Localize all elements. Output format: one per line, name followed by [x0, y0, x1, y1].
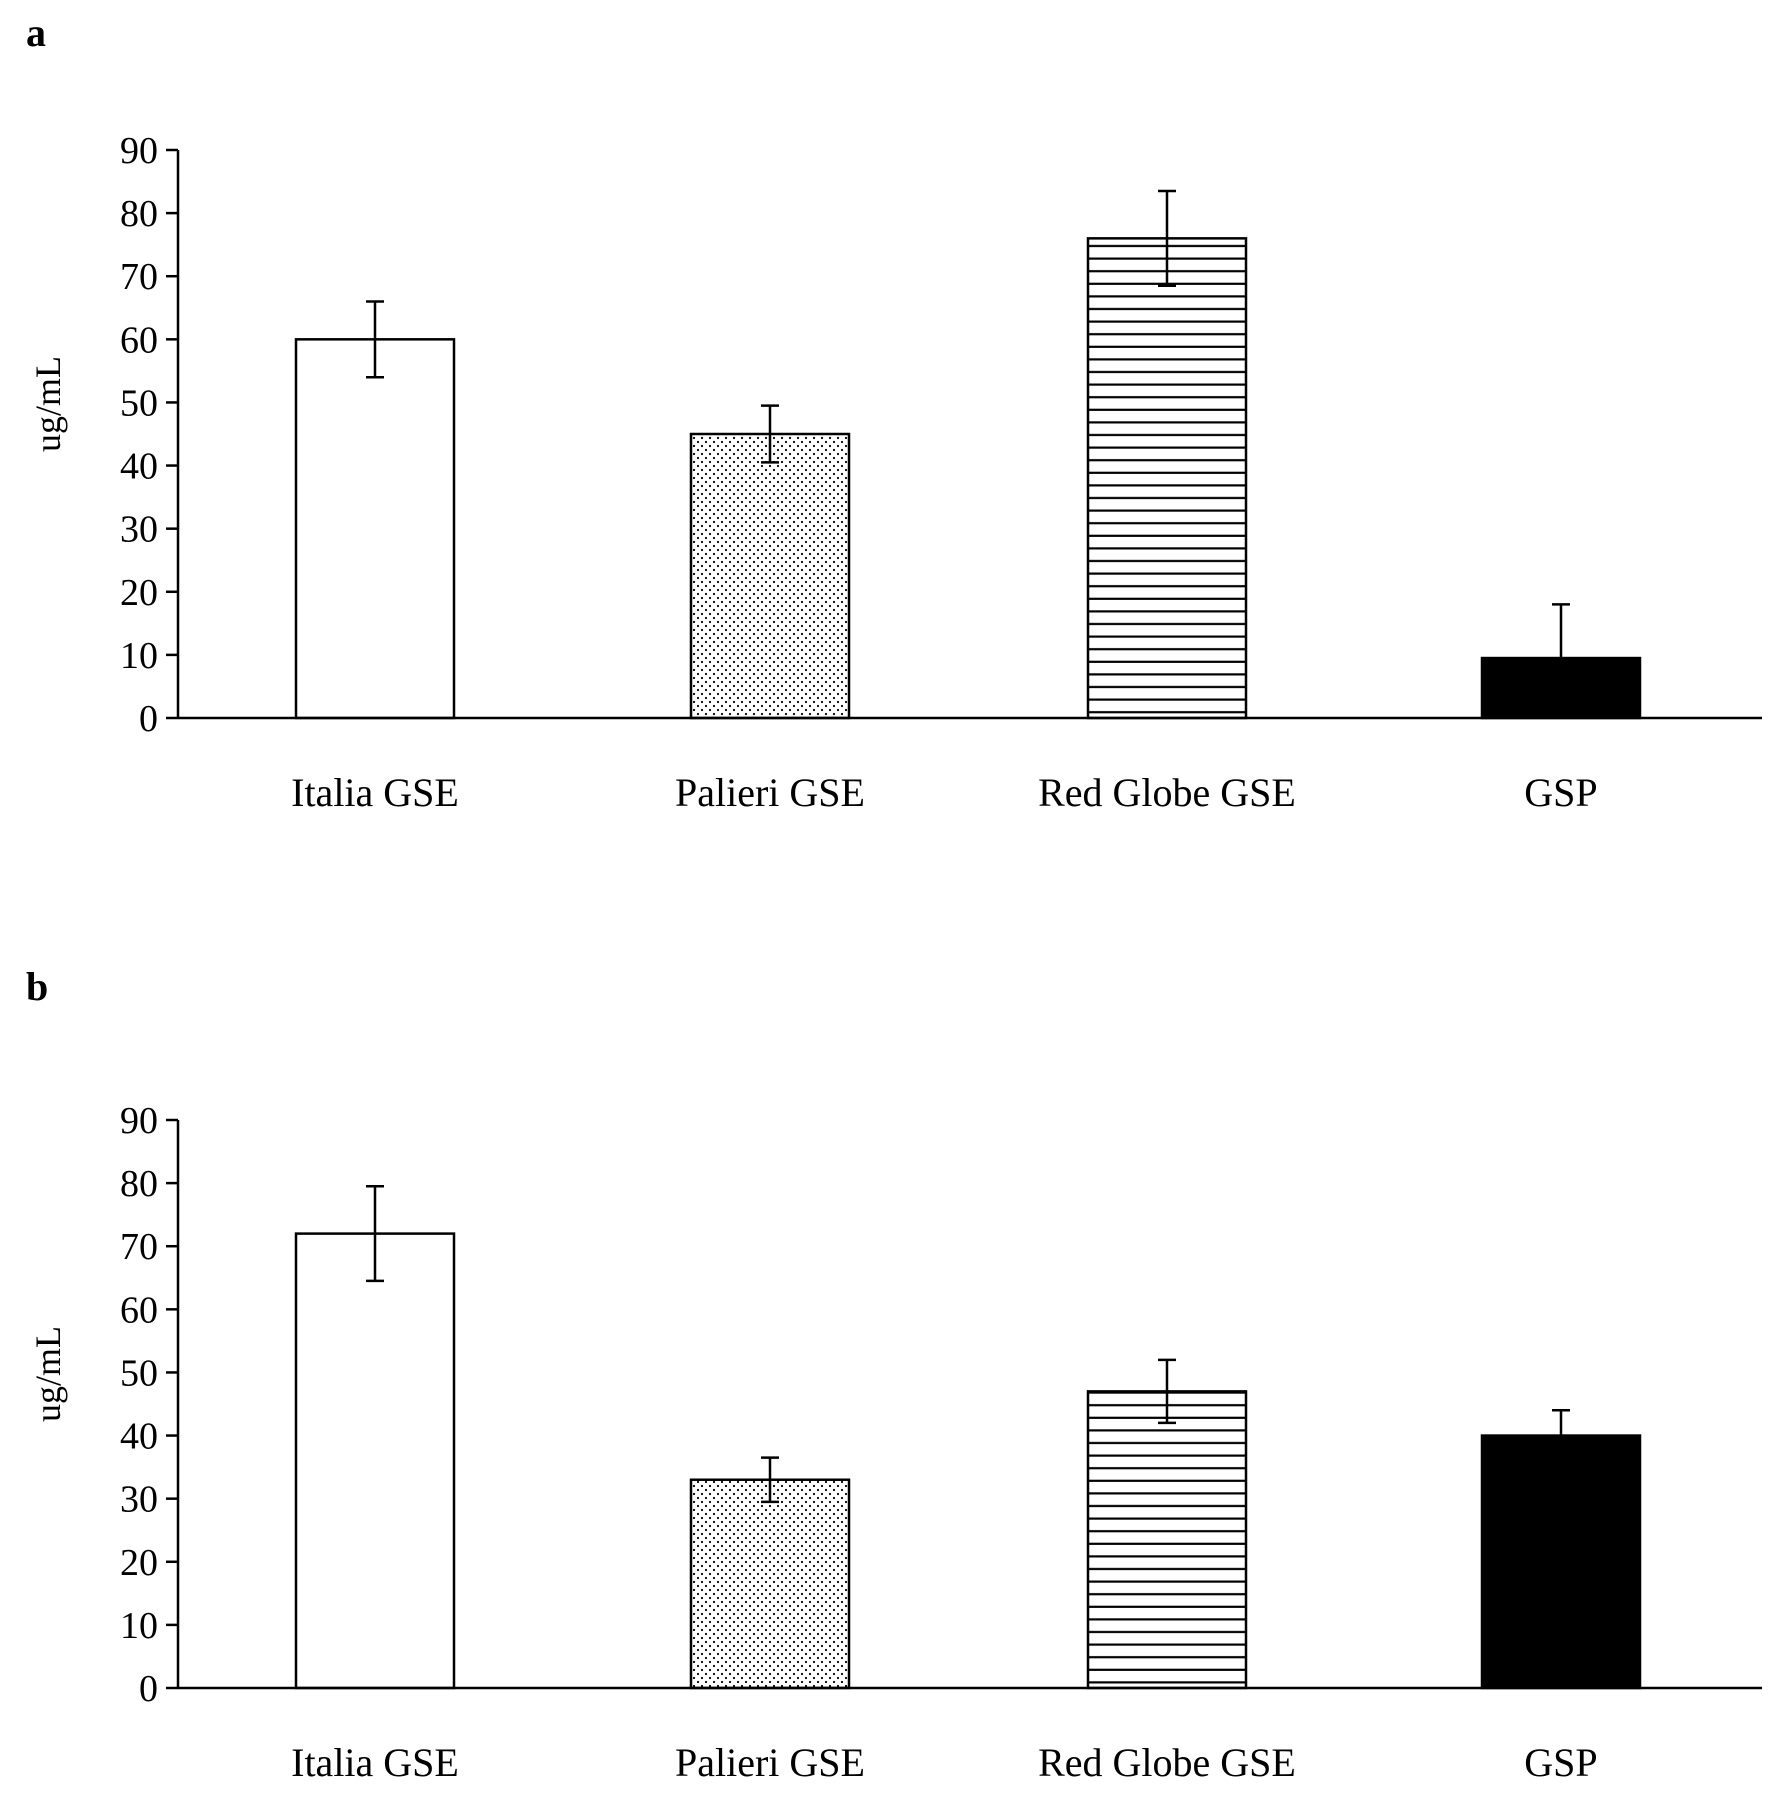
- chart1-category-label-red-globe-gse: Red Globe GSE: [1038, 770, 1296, 815]
- chart1-category-label-italia-gse: Italia GSE: [291, 770, 459, 815]
- panel-label-b: b: [26, 964, 48, 1009]
- chart1-bar-italia-gse: [294, 338, 456, 720]
- chart1-y-tick-label-50: 50: [120, 382, 158, 424]
- chart1-y-tick-label-10: 10: [120, 635, 158, 677]
- chart1-error-bar-italia-gse: [366, 300, 384, 379]
- chart2-y-tick-label-80: 80: [120, 1163, 158, 1205]
- chart2-error-bar-italia-gse: [366, 1185, 384, 1283]
- chart1-y-tick-label-0: 0: [139, 698, 158, 740]
- y-axis-title-b: ug/mL: [28, 1326, 68, 1422]
- chart1-error-bar-palieri-gse: [761, 404, 779, 464]
- chart2-error-bar-gsp: [1552, 1409, 1570, 1463]
- chart2-y-tick-label-70: 70: [120, 1226, 158, 1268]
- chart-panel-a: a ug/mL 0 10 20 30 40 50 60 70 80 90 Italia GSE Pa…: [26, 10, 1762, 815]
- chart2-error-bar-red-globe-gse: [1158, 1358, 1176, 1425]
- bars-a: [294, 237, 1642, 720]
- chart1-bar-red-globe-gse: [1086, 237, 1248, 720]
- chart2-y-tick-label-20: 20: [120, 1542, 158, 1584]
- chart1-error-bar-gsp: [1552, 603, 1570, 713]
- y-ticks-a: 0 10 20 30 40 50 60 70 80 90: [120, 130, 178, 740]
- chart2-bar-palieri-gse: [689, 1478, 851, 1690]
- chart1-y-tick-label-60: 60: [120, 319, 158, 361]
- axes-a: [176, 150, 1762, 720]
- chart2-y-tick-label-90: 90: [120, 1100, 158, 1142]
- chart2-bar-red-globe-gse: [1086, 1390, 1248, 1690]
- chart1-category-label-palieri-gse: Palieri GSE: [675, 770, 865, 815]
- bars-b: [294, 1232, 1642, 1690]
- chart-panel-b: b ug/mL 0 10 20 30 40 50 60 70 80 90 Italia GSE Pa…: [26, 964, 1762, 1785]
- chart2-category-label-gsp: GSP: [1524, 1740, 1597, 1785]
- chart1-error-bar-red-globe-gse: [1158, 189, 1176, 287]
- chart1-category-label-gsp: GSP: [1524, 770, 1597, 815]
- chart1-y-tick-label-90: 90: [120, 130, 158, 172]
- y-axis-title-a: ug/mL: [28, 356, 68, 452]
- chart2-category-label-italia-gse: Italia GSE: [291, 1740, 459, 1785]
- error-bars-a: [366, 189, 1570, 713]
- chart1-y-tick-label-80: 80: [120, 193, 158, 235]
- chart2-error-bar-palieri-gse: [761, 1456, 779, 1504]
- chart2-y-tick-label-0: 0: [139, 1668, 158, 1710]
- chart1-y-tick-label-20: 20: [120, 572, 158, 614]
- chart2-y-tick-label-60: 60: [120, 1289, 158, 1331]
- chart2-category-label-red-globe-gse: Red Globe GSE: [1038, 1740, 1296, 1785]
- y-ticks-b: 0 10 20 30 40 50 60 70 80 90: [120, 1100, 178, 1710]
- category-labels-a: Italia GSE Palieri GSE Red Globe GSE GSP: [291, 770, 1598, 815]
- error-bars-b: [366, 1185, 1570, 1504]
- chart2-y-tick-label-50: 50: [120, 1352, 158, 1394]
- panel-label-a: a: [26, 10, 46, 55]
- chart2-y-tick-label-30: 30: [120, 1479, 158, 1521]
- chart2-bar-gsp: [1480, 1434, 1642, 1690]
- chart2-bar-italia-gse: [294, 1232, 456, 1690]
- chart1-y-tick-label-30: 30: [120, 509, 158, 551]
- chart2-category-label-palieri-gse: Palieri GSE: [675, 1740, 865, 1785]
- chart1-y-tick-label-40: 40: [120, 446, 158, 488]
- chart2-y-tick-label-40: 40: [120, 1416, 158, 1458]
- chart2-y-tick-label-10: 10: [120, 1605, 158, 1647]
- category-labels-b: Italia GSE Palieri GSE Red Globe GSE GSP: [291, 1740, 1598, 1785]
- chart1-y-tick-label-70: 70: [120, 256, 158, 298]
- axes-b: [176, 1120, 1762, 1690]
- chart1-bar-palieri-gse: [689, 432, 851, 720]
